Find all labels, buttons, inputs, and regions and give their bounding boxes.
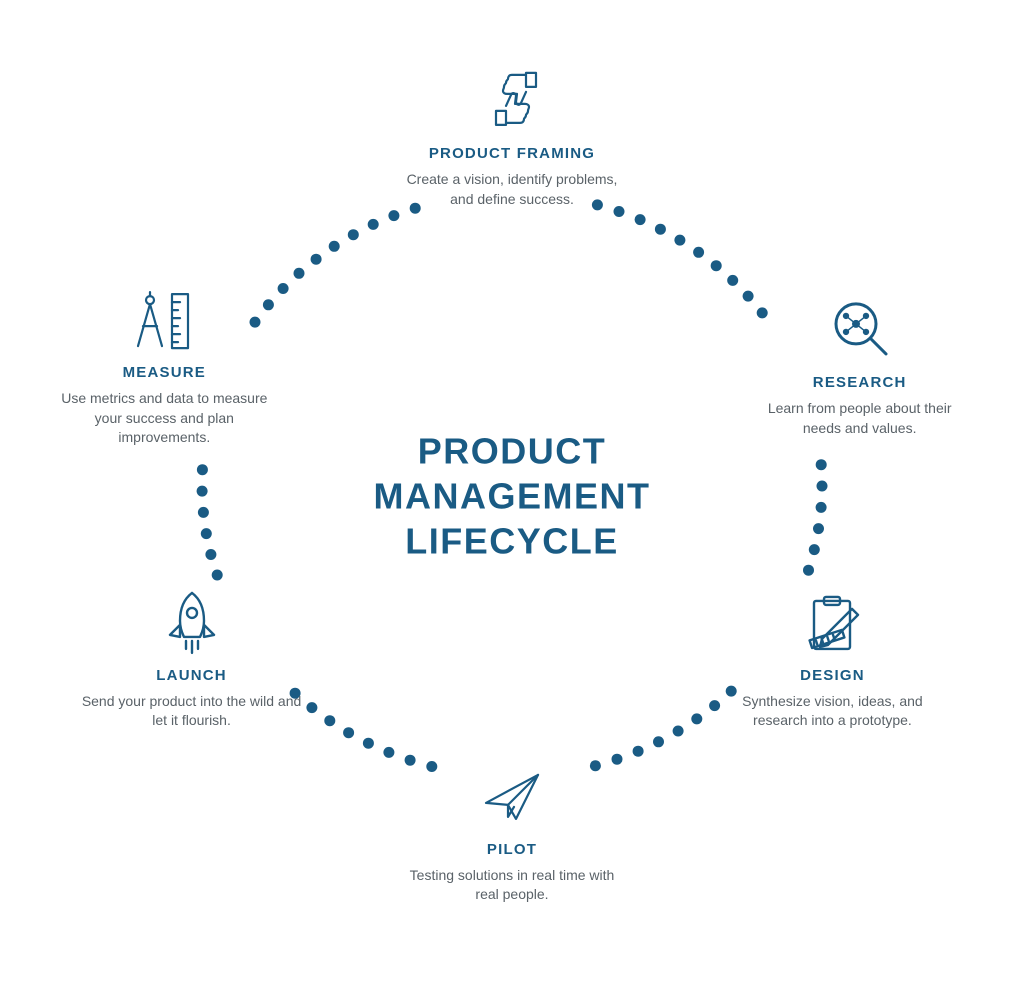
arc-dot: [816, 459, 827, 470]
center-title-line-3: LIFECYCLE: [374, 518, 651, 563]
arc-dot: [817, 481, 828, 492]
stage-desc: Create a vision, identify problems, and …: [402, 170, 622, 209]
stage-title: RESEARCH: [750, 374, 970, 391]
stage-design: DESIGN Synthesize vision, ideas, and res…: [722, 587, 942, 731]
arc-dot: [813, 523, 824, 534]
arc-dot: [306, 702, 317, 713]
arc-dot: [711, 260, 722, 271]
arc-dot: [693, 247, 704, 258]
arc-dot: [635, 214, 646, 225]
stage-desc: Send your product into the wild and let …: [82, 692, 302, 731]
rocket-icon: [82, 587, 302, 659]
magnifier-icon: [750, 294, 970, 366]
stage-title: PILOT: [402, 841, 622, 858]
paper-plane-icon: [402, 761, 622, 833]
stage-title: LAUNCH: [82, 667, 302, 684]
arc-dot: [363, 738, 374, 749]
arc-dot: [348, 229, 359, 240]
arc-dot: [343, 727, 354, 738]
arc-dot: [674, 235, 685, 246]
arc-dot: [388, 210, 399, 221]
clipboard-icon: [722, 587, 942, 659]
arc-dot: [691, 713, 702, 724]
arc-dot: [816, 502, 827, 513]
center-title-line-2: MANAGEMENT: [374, 473, 651, 518]
arc-dot: [653, 736, 664, 747]
arc-dot: [727, 275, 738, 286]
framing-icon: [402, 65, 622, 137]
arc-dot: [278, 283, 289, 294]
arc-dot: [201, 528, 212, 539]
stage-desc: Synthesize vision, ideas, and research i…: [722, 692, 942, 731]
stage-desc: Use metrics and data to measure your suc…: [54, 389, 274, 448]
stage-desc: Learn from people about their needs and …: [750, 399, 970, 438]
arc-dot: [709, 700, 720, 711]
stage-launch: LAUNCH Send your product into the wild a…: [82, 587, 302, 731]
arc-dot: [368, 219, 379, 230]
arc-dot: [809, 544, 820, 555]
arc-dot: [803, 565, 814, 576]
arc-dot: [383, 747, 394, 758]
stage-measure: MEASURE Use metrics and data to measure …: [54, 284, 274, 448]
arc-dot: [324, 715, 335, 726]
center-title: PRODUCT MANAGEMENT LIFECYCLE: [374, 428, 651, 563]
stage-title: DESIGN: [722, 667, 942, 684]
compass-ruler-icon: [54, 284, 274, 356]
arc-dot: [329, 241, 340, 252]
arc-dot: [197, 486, 208, 497]
stage-product-framing: PRODUCT FRAMING Create a vision, identif…: [402, 65, 622, 209]
center-title-line-1: PRODUCT: [374, 428, 651, 473]
arc-dot: [197, 464, 208, 475]
stage-research: RESEARCH Learn from people about their n…: [750, 294, 970, 438]
arc-dot: [198, 507, 209, 518]
stage-pilot: PILOT Testing solutions in real time wit…: [402, 761, 622, 905]
arc-dot: [311, 254, 322, 265]
arc-dot: [294, 268, 305, 279]
arc-dot: [205, 549, 216, 560]
stage-title: MEASURE: [54, 364, 274, 381]
arc-dot: [673, 726, 684, 737]
arc-dot: [212, 570, 223, 581]
stage-title: PRODUCT FRAMING: [402, 145, 622, 162]
stage-desc: Testing solutions in real time with real…: [402, 866, 622, 905]
arc-dot: [655, 224, 666, 235]
arc-dot: [633, 746, 644, 757]
